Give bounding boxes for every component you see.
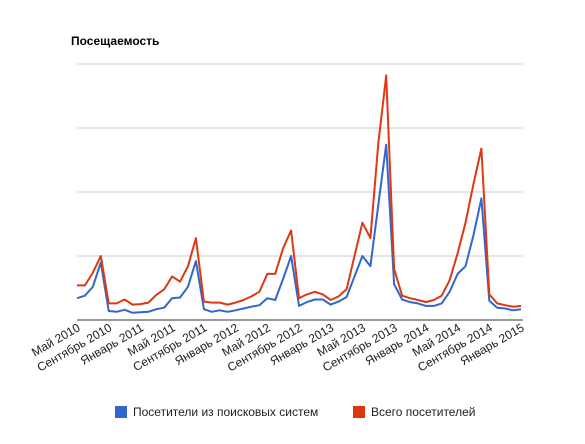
legend-item-2[interactable]: Всего посетителей	[353, 405, 475, 419]
legend-label: Посетители из поисковых систем	[133, 405, 318, 419]
legend-swatch	[353, 406, 365, 418]
series-lines	[76, 74, 522, 314]
gridlines	[77, 63, 523, 321]
legend[interactable]: Посетители из поисковых систем Всего посе…	[115, 405, 475, 419]
legend-swatch	[115, 406, 127, 418]
chart-title: Посещаемость	[71, 34, 159, 48]
series-line-1	[76, 143, 522, 314]
series-line-2	[77, 74, 522, 308]
legend-label: Всего посетителей	[371, 405, 475, 419]
legend-item-1[interactable]: Посетители из поисковых систем	[115, 405, 318, 419]
